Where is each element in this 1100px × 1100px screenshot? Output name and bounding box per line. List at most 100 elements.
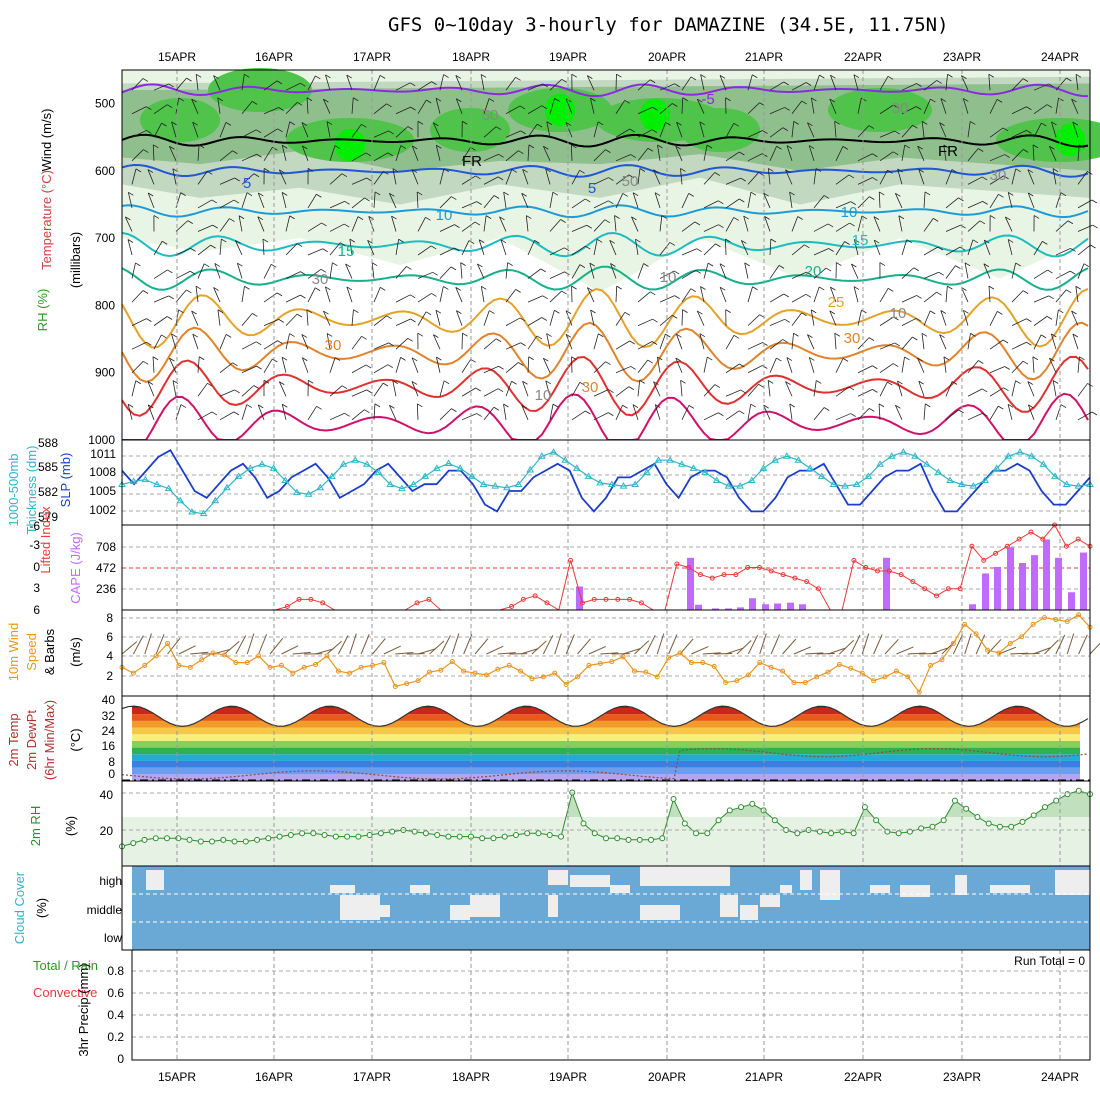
rh2m-marker — [276, 833, 283, 840]
total-rain-label: Total / Rain — [33, 958, 98, 973]
wind-barb — [629, 340, 635, 345]
wind-barb — [263, 107, 279, 115]
wind-barb — [570, 144, 573, 161]
wind-barb — [1058, 97, 1064, 102]
wind-barb — [879, 288, 889, 303]
thickness-marker — [153, 480, 161, 488]
temp-band — [132, 734, 1080, 741]
wind-barb — [763, 404, 771, 420]
rh2m-marker — [377, 830, 384, 837]
wind-barb — [425, 216, 431, 221]
wind-barb — [718, 200, 724, 205]
wind-barb — [528, 144, 535, 149]
thickness-line — [121, 451, 1091, 515]
wind-barb — [589, 262, 595, 279]
wind-barb — [725, 410, 740, 421]
wind-barb — [725, 309, 731, 313]
wind-barb — [436, 357, 441, 373]
wind-barb — [232, 150, 238, 155]
wind-barb — [793, 646, 812, 655]
wind-barb — [945, 246, 961, 256]
wind-barb — [455, 98, 463, 114]
wind-barb — [763, 193, 771, 209]
wind-barb — [983, 239, 991, 256]
wind-barb — [131, 380, 137, 397]
wind-barb — [169, 145, 175, 150]
thickness-marker — [841, 482, 849, 489]
wind-barb — [982, 388, 988, 393]
wind-barb — [1004, 216, 1013, 232]
cape-bar — [883, 557, 890, 610]
wind-barb — [593, 219, 606, 232]
wind-barb — [1069, 270, 1076, 275]
wind-barb — [628, 174, 635, 179]
wind-barb — [895, 193, 903, 209]
lifted-marker — [804, 579, 810, 585]
wind-barb — [758, 383, 764, 388]
wind-barb — [480, 286, 485, 303]
wind-barb — [349, 238, 356, 243]
rh2m-marker — [1064, 791, 1071, 798]
cloud-gap — [410, 885, 430, 893]
cloud-gap — [548, 895, 558, 917]
wind-barb — [417, 648, 436, 655]
wind-barb — [1049, 357, 1055, 362]
wind-barb — [251, 101, 258, 105]
wind-barb — [121, 641, 138, 655]
wind-barb — [590, 309, 595, 326]
wind-barb — [659, 103, 673, 115]
rh2m-tick: 40 — [100, 788, 114, 802]
wind-barb — [571, 264, 581, 279]
wind-barb — [269, 638, 284, 655]
thickness-marker — [421, 472, 430, 479]
contour-label: 30 — [844, 330, 861, 347]
wind-barb — [257, 216, 264, 221]
wind-speed-marker — [415, 678, 421, 684]
wind-barb — [285, 294, 301, 303]
wind-barb — [835, 222, 850, 232]
wind-barb — [579, 264, 586, 268]
wind-barb — [493, 195, 500, 199]
wind-barb — [190, 248, 196, 252]
cape-bar — [1080, 552, 1087, 610]
panel-frame — [131, 949, 1091, 1061]
wind-speed-marker — [780, 668, 786, 674]
lifted-marker — [993, 550, 999, 556]
wind-barb — [571, 170, 580, 185]
contour-label: 30 — [990, 167, 1007, 184]
wind-barb — [947, 73, 953, 78]
wind-barb — [767, 168, 771, 185]
slp-tick: 1011 — [90, 447, 116, 461]
wind-barb — [131, 149, 144, 162]
wind-barb — [1077, 244, 1091, 256]
wind-barb — [241, 313, 253, 326]
wind-speed-marker — [370, 662, 376, 668]
wind-speed-marker — [358, 664, 364, 670]
pressure-tick: 800 — [95, 298, 115, 312]
wind-barb — [924, 191, 931, 196]
wind-barb — [178, 645, 196, 655]
cape-tick: 236 — [96, 582, 116, 596]
wind-barb — [768, 168, 774, 172]
isotherm-line — [121, 133, 1089, 148]
wind-barb — [681, 269, 696, 279]
barbs-label: & Barbs — [42, 628, 57, 675]
wind-speed-marker — [666, 655, 672, 661]
contour-label: 15 — [852, 232, 869, 249]
cloud-gap — [450, 905, 470, 920]
wind-barb — [468, 240, 475, 244]
rh2m-marker — [828, 830, 835, 837]
slp-label: SLP (mb) — [58, 453, 73, 508]
thickness-marker — [456, 464, 465, 471]
top-date-label: 22APR — [844, 50, 882, 64]
wind-barb — [406, 266, 412, 270]
wind-barb — [827, 647, 846, 655]
wind-barb — [199, 356, 205, 361]
wind-barb — [983, 263, 991, 279]
wind-barb — [326, 333, 333, 337]
wind-speed-marker — [153, 653, 159, 659]
wind-barb — [531, 640, 547, 655]
wind-barb — [175, 77, 187, 91]
top-date-label: 24APR — [1041, 50, 1079, 64]
wind-barb — [1015, 262, 1021, 267]
